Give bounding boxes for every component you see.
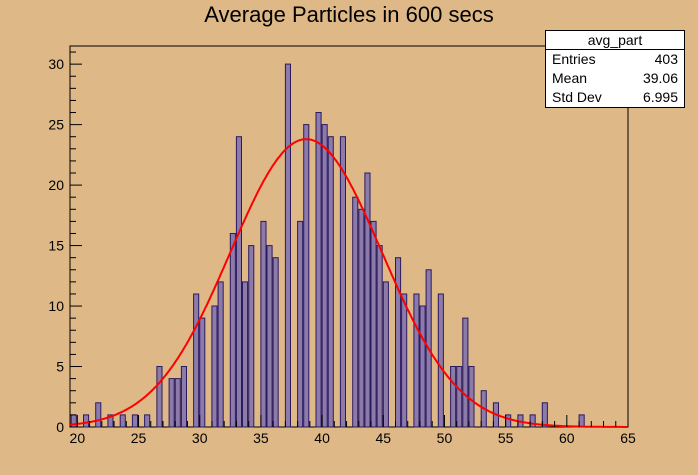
histogram-bar: [266, 245, 273, 428]
histogram-bar: [107, 414, 114, 428]
stats-label: Std Dev: [552, 89, 602, 105]
x-tick-label: 25: [131, 430, 147, 446]
gaussian-fit-curve: [69, 138, 627, 428]
stats-label: Entries: [552, 51, 596, 67]
histogram-bar: [83, 414, 90, 428]
x-tick-label: 30: [192, 430, 208, 446]
y-tick-label: 10: [48, 298, 64, 314]
x-tick-label: 45: [375, 430, 391, 446]
histogram-bar: [144, 414, 151, 428]
histogram-bar: [211, 305, 218, 428]
histogram-bar: [284, 63, 291, 428]
histogram-bar: [327, 136, 334, 428]
histogram-bar: [395, 257, 402, 428]
histogram-bar: [578, 414, 585, 428]
histogram-bar: [529, 414, 536, 428]
x-tick-label: 50: [437, 430, 453, 446]
histogram-bar: [364, 172, 371, 428]
stats-value: 6.995: [642, 89, 678, 105]
histogram-bar: [505, 414, 512, 428]
stats-value: 39.06: [642, 70, 678, 86]
histogram-bar: [303, 124, 310, 428]
histogram-bar: [193, 293, 200, 428]
histogram-bar: [413, 293, 420, 428]
histogram-bars: [70, 63, 585, 428]
y-tick-label: 30: [48, 56, 64, 72]
x-tick-label: 20: [70, 430, 86, 446]
histogram-bar: [376, 245, 383, 428]
histogram-bar: [401, 293, 408, 428]
y-tick-label: 15: [48, 238, 64, 254]
histogram-bar: [541, 402, 548, 428]
histogram-bar: [321, 124, 328, 428]
histogram-bar: [297, 220, 304, 428]
stats-label: Mean: [552, 70, 588, 86]
histogram-bar: [248, 245, 255, 428]
histogram-bar: [352, 196, 359, 428]
y-tick-label: 5: [56, 359, 64, 375]
histogram-bar: [315, 112, 322, 428]
x-tick-label: 35: [253, 430, 269, 446]
histogram-bar: [358, 208, 365, 428]
histogram-bar: [242, 281, 249, 428]
axis-ticks: 20 25 30 35 40 45 50 55 60 65 0 5 10 15 20 25 30: [48, 51, 636, 446]
histogram-bar: [229, 233, 236, 428]
histogram-bar: [260, 220, 267, 428]
y-tick-label: 0: [56, 419, 64, 435]
histogram-bar: [272, 257, 279, 428]
y-tick-label: 25: [48, 117, 64, 133]
x-tick-label: 40: [314, 430, 330, 446]
histogram-bar: [235, 136, 242, 428]
histogram-bar: [119, 414, 126, 428]
stats-value: 403: [654, 51, 678, 67]
histogram-bar: [180, 366, 187, 428]
chart-title: Average Particles in 600 secs: [204, 2, 494, 27]
y-tick-label: 20: [48, 177, 64, 193]
histogram-bar: [462, 317, 469, 428]
histogram-bar: [174, 378, 181, 428]
histogram-bar: [199, 317, 206, 428]
x-tick-label: 65: [620, 430, 636, 446]
histogram-bar: [95, 402, 102, 428]
plot-frame: [69, 45, 629, 428]
histogram-bar: [456, 366, 463, 428]
histogram-bar: [370, 220, 377, 428]
histogram-bar: [131, 414, 138, 428]
stats-row-mean: Mean 39.06: [546, 69, 684, 88]
histogram-bar: [156, 366, 163, 428]
stats-box: avg_part Entries 403 Mean 39.06 Std Dev …: [545, 30, 685, 108]
stats-histogram-name: avg_part: [546, 31, 684, 50]
histogram-bar: [168, 378, 175, 428]
histogram-bar: [468, 366, 475, 428]
histogram-bar: [382, 281, 389, 428]
histogram-bar: [339, 136, 346, 428]
histogram-bar: [450, 366, 457, 428]
stats-row-entries: Entries 403: [546, 50, 684, 69]
histogram-bar: [419, 305, 426, 428]
stats-row-stddev: Std Dev 6.995: [546, 88, 684, 107]
histogram-bar: [437, 293, 444, 428]
histogram-bar: [217, 281, 224, 428]
x-tick-label: 55: [498, 430, 514, 446]
x-tick-label: 60: [559, 430, 575, 446]
